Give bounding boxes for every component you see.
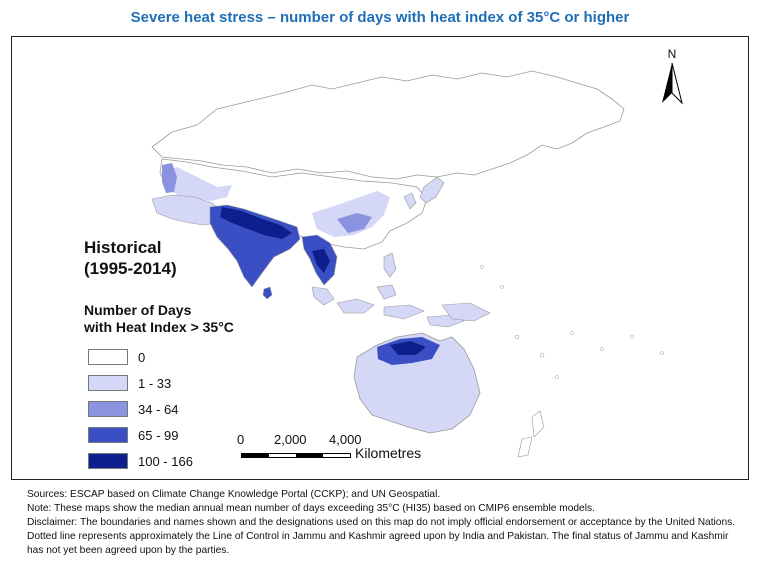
- legend-swatch: [88, 453, 128, 469]
- method-note: Note: These maps show the median annual …: [27, 503, 595, 514]
- china-south-heat-zone: [337, 213, 372, 233]
- new-zealand-landmass: [517, 410, 545, 458]
- legend-label: 100 - 166: [138, 453, 193, 469]
- legend-label: 65 - 99: [138, 427, 179, 443]
- legend-label: 1 - 33: [138, 375, 172, 391]
- sri-lanka-landmass: [262, 286, 273, 300]
- legend-label: 34 - 64: [138, 401, 179, 417]
- china-heat-zone: [312, 191, 390, 237]
- indonesia-landmass: [311, 284, 465, 328]
- scale-unit: Kilometres: [355, 445, 422, 461]
- central-asia-heat-zone: [160, 167, 232, 201]
- scale-bar-graphic: [241, 453, 351, 458]
- north-arrow: N: [660, 47, 684, 110]
- caspian-heat-zone: [162, 163, 177, 193]
- map-frame: Historical (1995-2014) Number of Days wi…: [11, 36, 749, 480]
- legend-item: 100 - 166: [88, 448, 193, 474]
- pacific-islands: [480, 265, 664, 379]
- legend-item: 1 - 33: [88, 370, 193, 396]
- scale-tick-label: 0: [237, 432, 245, 447]
- legend-swatch: [88, 349, 128, 365]
- korea-japan-landmass: [403, 176, 445, 210]
- legend-swatch: [88, 427, 128, 443]
- legend-item: 0: [88, 344, 193, 370]
- northern-australia-core: [390, 341, 426, 355]
- legend-label: 0: [138, 349, 146, 365]
- map-notes: Sources: ESCAP based on Climate Change K…: [27, 488, 739, 558]
- map-title: Severe heat stress – number of days with…: [130, 9, 630, 26]
- sources-note: Sources: ESCAP based on Climate Change K…: [27, 489, 441, 500]
- scale-tick-label: 4,000: [329, 432, 362, 447]
- legend-item: 65 - 99: [88, 422, 193, 448]
- papua-landmass: [441, 302, 491, 322]
- legend-swatch: [88, 375, 128, 391]
- legend-swatch: [88, 401, 128, 417]
- north-arrow-icon: [662, 62, 683, 105]
- period-line1: Historical: [84, 238, 162, 257]
- period-label: Historical (1995-2014): [84, 237, 177, 279]
- indo-gangetic-heat-zone: [220, 207, 292, 239]
- legend-title: Number of Days with Heat Index > 35°C: [84, 302, 234, 336]
- mekong-heat-zone: [312, 249, 330, 273]
- map-canvas: [151, 70, 664, 458]
- period-line2: (1995-2014): [84, 259, 177, 278]
- disclaimer-note: Disclaimer: The boundaries and names sho…: [27, 517, 736, 556]
- legend: 0 1 - 33 34 - 64 65 - 99 100 - 166: [88, 344, 193, 474]
- legend-title-line1: Number of Days: [84, 302, 192, 318]
- legend-item: 34 - 64: [88, 396, 193, 422]
- russia-landmass: [151, 70, 625, 180]
- scale-tick-label: 2,000: [274, 432, 307, 447]
- north-label: N: [667, 47, 677, 61]
- legend-title-line2: with Heat Index > 35°C: [84, 319, 234, 335]
- philippines-landmass: [383, 252, 397, 278]
